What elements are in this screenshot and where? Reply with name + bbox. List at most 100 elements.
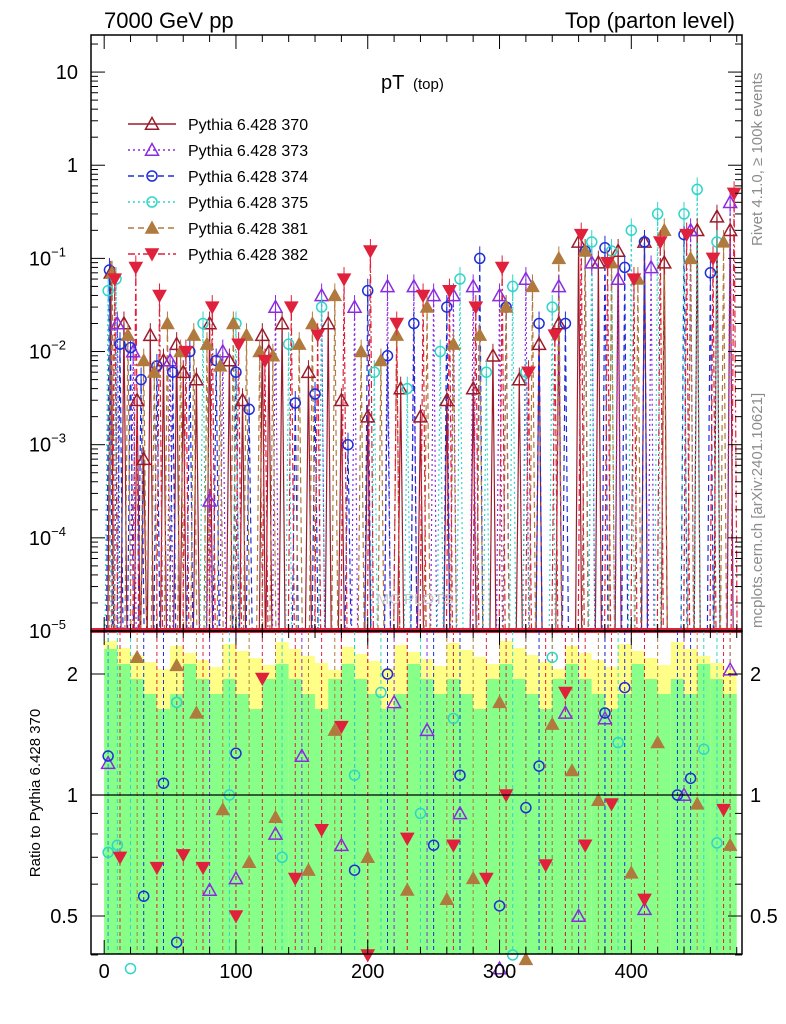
main-point <box>243 403 255 416</box>
main-point <box>166 366 179 378</box>
main-point <box>583 254 600 269</box>
main-point <box>525 278 540 293</box>
main-point <box>551 315 567 330</box>
ratio-point <box>452 805 468 820</box>
legend-marker <box>144 220 160 234</box>
main-point <box>135 451 152 466</box>
ratio-point <box>492 694 507 709</box>
legend-label: Pythia 6.428 370 <box>188 117 308 134</box>
main-point <box>142 327 159 342</box>
ratio-point <box>612 736 624 749</box>
main-ytick-label: 1 <box>67 155 78 177</box>
ratio-point <box>399 882 415 896</box>
header-left: 7000 GeV pp <box>104 8 234 33</box>
main-point <box>178 345 194 360</box>
main-point <box>709 208 725 223</box>
main-point <box>551 278 567 293</box>
ratio-point <box>111 839 124 851</box>
main-point <box>546 301 558 313</box>
main-point <box>186 327 202 341</box>
ratio-series-lines <box>107 631 731 954</box>
ratio-point <box>334 720 349 735</box>
main-point <box>511 371 528 386</box>
ratio-point <box>399 832 415 846</box>
main-point <box>257 354 273 369</box>
main-ytick-label: 10−2 <box>29 338 66 364</box>
ratio-ytick-label-right: 0.5 <box>750 906 778 928</box>
ratio-point <box>684 772 697 785</box>
legend-label: Pythia 6.428 382 <box>188 247 308 264</box>
ratio-point <box>722 661 738 676</box>
main-point <box>412 408 429 423</box>
main-point <box>533 317 545 330</box>
main-point <box>626 273 642 287</box>
main-point <box>381 350 394 362</box>
main-point <box>327 287 343 302</box>
ratio-point <box>157 777 170 789</box>
main-point <box>129 392 145 407</box>
ratio-point <box>189 705 204 719</box>
main-point <box>480 366 493 378</box>
main-point <box>135 373 147 386</box>
main-point <box>618 261 631 274</box>
main-point <box>446 336 461 350</box>
main-point <box>359 408 376 423</box>
main-point <box>472 327 488 341</box>
ratio-band-green <box>459 694 474 954</box>
legend-marker <box>146 170 158 182</box>
legend-label: Pythia 6.428 373 <box>188 143 308 160</box>
ratio-point <box>558 686 573 700</box>
main-point <box>162 352 178 367</box>
main-point <box>401 382 414 395</box>
ratio-point <box>201 882 218 897</box>
main-point <box>491 287 508 302</box>
ratio-point <box>599 707 611 719</box>
ratio-point <box>427 839 440 851</box>
main-point <box>353 344 369 358</box>
legend-marker <box>144 115 160 130</box>
mcplots-label: mcplots.cern.ch [arXiv:2401.10621] <box>749 393 766 628</box>
legend-label: Pythia 6.428 374 <box>188 169 308 186</box>
ratio-point <box>518 951 534 966</box>
ratio-panel-frame <box>90 630 743 955</box>
main-point <box>215 343 231 358</box>
main-point <box>175 364 192 379</box>
main-point <box>547 329 563 343</box>
legend-marker <box>144 248 160 262</box>
watermark: MC PLOTS <box>377 591 454 608</box>
ratio-point <box>439 891 455 906</box>
main-point <box>442 284 457 299</box>
main-point <box>454 273 466 285</box>
main-point <box>577 243 593 257</box>
ratio-point <box>546 651 558 664</box>
ratio-band-green <box>341 664 355 954</box>
main-point <box>146 364 162 378</box>
main-point <box>389 317 405 332</box>
main-point <box>521 366 536 380</box>
main-point <box>656 222 672 237</box>
main-point <box>419 299 435 313</box>
main-point <box>722 222 738 237</box>
ratio-band-green <box>604 709 619 954</box>
main-point <box>310 329 326 343</box>
ratio-band-green <box>354 679 368 954</box>
main-point <box>212 358 228 372</box>
main-point <box>199 336 215 350</box>
ratio-point <box>215 802 231 816</box>
ratio-point <box>195 861 211 876</box>
main-point <box>124 341 137 354</box>
ratio-band-green <box>407 664 421 954</box>
main-point <box>415 289 431 303</box>
main-point <box>368 366 381 378</box>
main-point <box>201 315 218 330</box>
main-point <box>468 301 484 315</box>
ratio-point <box>597 710 613 725</box>
main-point <box>704 267 717 279</box>
main-point <box>283 301 299 315</box>
main-point <box>109 315 126 330</box>
main-point <box>267 299 284 314</box>
main-point <box>373 353 389 367</box>
ratio-point <box>102 750 114 762</box>
main-point <box>300 364 317 379</box>
